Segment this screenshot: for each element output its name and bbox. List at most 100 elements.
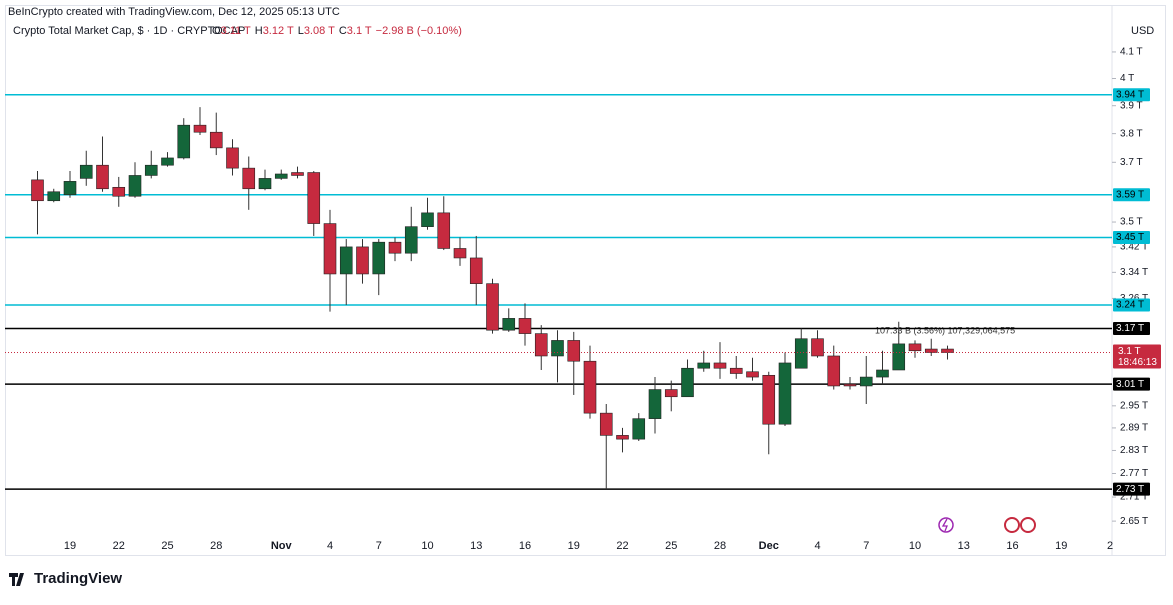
candle-body — [209, 131, 223, 149]
x-tick-label: 16 — [519, 540, 531, 552]
candle-body — [323, 223, 337, 275]
candle-body — [161, 157, 174, 166]
candle-body — [908, 343, 922, 352]
candle-body — [486, 283, 499, 331]
event-icon[interactable] — [938, 517, 954, 533]
x-tick-label: 25 — [161, 540, 173, 552]
x-tick-label: 7 — [376, 540, 382, 552]
ohlc-legend: O3.11 T H3.12 T L3.08 T C3.1 T −2.98 B (−0.1… — [212, 25, 462, 37]
level-label-box — [1113, 231, 1150, 245]
candle-body — [664, 389, 678, 398]
candle-body — [794, 338, 808, 369]
candle-body — [453, 248, 467, 259]
level-label: 3.01 T — [1116, 379, 1144, 390]
credit: BeInCrypto created with TradingView.com,… — [8, 6, 340, 18]
x-tick-label: 2 — [1107, 540, 1113, 552]
candle-body — [599, 412, 613, 436]
event-icon[interactable] — [1004, 517, 1020, 533]
candle-body — [63, 181, 77, 196]
candle-body — [144, 164, 158, 176]
candle-body — [859, 376, 873, 387]
candle-body — [534, 333, 548, 357]
currency: USD — [1131, 25, 1154, 37]
candle-body — [551, 340, 564, 357]
level-label-box — [1113, 322, 1150, 336]
candle-body — [892, 343, 906, 371]
candle-body — [193, 124, 207, 133]
candle-body — [876, 369, 889, 378]
candle-body — [258, 178, 272, 190]
ohlc-key: H — [255, 25, 263, 37]
candle-body — [177, 124, 191, 159]
level-label: 2.73 T — [1116, 484, 1144, 495]
candle-body — [372, 241, 386, 275]
y-tick-label: 3.5 T — [1120, 217, 1143, 228]
x-tick-label: 4 — [327, 540, 333, 552]
ohlc-key: C — [339, 25, 347, 37]
level-label: 3.17 T — [1116, 323, 1144, 334]
candle-body — [437, 212, 451, 249]
candle-body — [339, 246, 353, 275]
y-tick-label: 2.95 T — [1120, 400, 1148, 411]
level-label-box — [1113, 482, 1150, 496]
y-tick-label: 3.7 T — [1120, 157, 1143, 168]
ohlc-key: L — [298, 25, 304, 37]
candle-body — [632, 418, 646, 440]
candle-body — [242, 167, 256, 190]
candle-body — [941, 348, 954, 353]
candle-body — [388, 241, 402, 254]
level-label: 3.94 T — [1116, 89, 1144, 100]
y-tick-label: 2.71 T — [1120, 492, 1148, 503]
candle-body — [843, 383, 857, 387]
x-tick-label: 19 — [64, 540, 76, 552]
y-tick-label: 2.65 T — [1120, 516, 1148, 527]
candle-body — [274, 173, 288, 179]
last-price-label: 3.1 T — [1118, 346, 1141, 357]
countdown: 18:46:13 — [1118, 357, 1157, 368]
level-label-box — [1113, 188, 1150, 202]
x-tick-label: 13 — [958, 540, 970, 552]
level-label-box — [1113, 88, 1150, 102]
candle-body — [31, 179, 44, 202]
candle-body — [713, 362, 727, 369]
candle-body — [697, 362, 711, 369]
x-tick-label: 28 — [714, 540, 726, 552]
candle-body — [226, 147, 239, 169]
candle-body — [47, 191, 61, 202]
ohlc-value: 3.1 T — [347, 25, 372, 37]
candle-body — [681, 367, 694, 398]
x-tick-label: 19 — [568, 540, 580, 552]
candle-body — [502, 318, 516, 331]
candle-body — [128, 175, 142, 197]
event-icon[interactable] — [1020, 517, 1036, 533]
chart-frame — [5, 5, 1166, 556]
brand-icon — [9, 573, 24, 586]
candle-body — [616, 435, 629, 440]
level-label-box — [1113, 377, 1150, 391]
candle-body — [469, 257, 483, 284]
candle-body — [567, 340, 581, 362]
candle-body — [746, 371, 759, 378]
ohlc-key: O — [212, 25, 221, 37]
y-tick-label: 2.89 T — [1120, 423, 1148, 434]
x-tick-label: 10 — [909, 540, 921, 552]
y-tick-label: 3.8 T — [1120, 128, 1143, 139]
x-tick-label: 4 — [814, 540, 820, 552]
candle-body — [924, 348, 938, 353]
ohlc-value: 3.11 T — [221, 25, 251, 37]
y-tick-label: 2.77 T — [1120, 468, 1148, 479]
x-tick-label: Dec — [759, 540, 779, 552]
candle-body — [291, 172, 304, 176]
ohlc-value: 3.12 T — [263, 25, 294, 37]
candle-body — [356, 246, 369, 275]
candle-body — [811, 338, 824, 357]
x-tick-label: 13 — [470, 540, 482, 552]
candle-body — [79, 164, 93, 179]
x-tick-label: 19 — [1055, 540, 1067, 552]
candle-body — [307, 172, 321, 224]
candle-body — [404, 226, 418, 254]
candle-body — [583, 360, 597, 414]
level-label: 3.24 T — [1116, 300, 1144, 311]
